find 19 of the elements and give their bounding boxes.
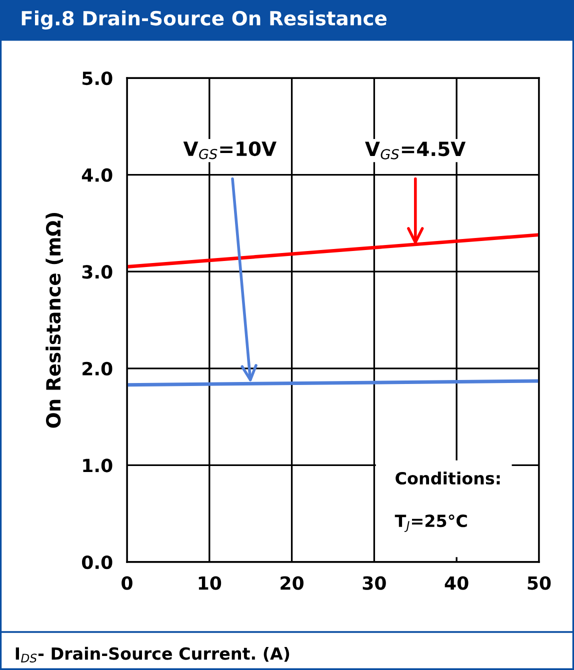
y-tick-label: 5.0 <box>82 71 112 86</box>
y-axis-title: On Resistance (mΩ) <box>46 212 63 428</box>
y-tick-label: 4.0 <box>82 168 112 182</box>
y-tick-label: 3.0 <box>82 265 112 279</box>
y-tick-label: 2.0 <box>82 362 112 376</box>
x-axis-title: I$_{DS}$- Drain-Source Current. (A) <box>16 646 290 662</box>
annotation: Conditions: <box>396 472 500 485</box>
annotation: T$_{J}$=25°C <box>394 514 467 532</box>
x-tick-label: 30 <box>362 576 386 590</box>
x-tick-label: 0 <box>122 576 132 590</box>
chart-title: Fig.8 Drain-Source On Resistance <box>22 10 386 30</box>
annotation: V$_{GS}$=4.5V <box>365 142 466 160</box>
y-tick-label: 1.0 <box>83 458 112 472</box>
x-tick-label: 10 <box>198 576 222 590</box>
x-tick-label: 40 <box>444 576 468 590</box>
x-tick-label: 50 <box>528 576 551 590</box>
y-tick-label: 0.0 <box>82 555 112 570</box>
annotation: V$_{GS}$=10V <box>183 141 276 160</box>
x-tick-label: 20 <box>280 576 304 590</box>
